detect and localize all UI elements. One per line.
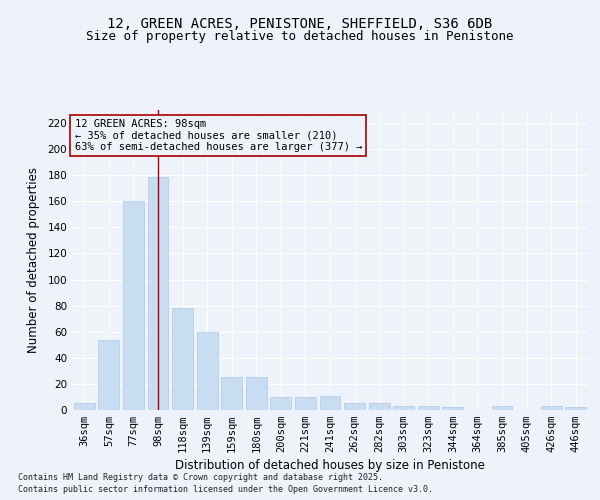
Bar (491, 406, 512, 410)
Text: Contains HM Land Registry data © Crown copyright and database right 2025.: Contains HM Land Registry data © Crown c… (18, 472, 383, 482)
Bar (393, 406, 414, 410)
Bar (123, 202, 144, 410)
Bar (74, 404, 95, 410)
Bar (197, 332, 218, 410)
Text: Contains public sector information licensed under the Open Government Licence v3: Contains public sector information licen… (18, 485, 433, 494)
X-axis label: Distribution of detached houses by size in Penistone: Distribution of detached houses by size … (175, 460, 485, 472)
Bar (344, 404, 365, 410)
Bar (541, 406, 562, 410)
Text: Size of property relative to detached houses in Penistone: Size of property relative to detached ho… (86, 30, 514, 43)
Bar (368, 404, 389, 410)
Bar (246, 378, 267, 410)
Bar (221, 378, 242, 410)
Bar (148, 176, 169, 410)
Text: 12, GREEN ACRES, PENISTONE, SHEFFIELD, S36 6DB: 12, GREEN ACRES, PENISTONE, SHEFFIELD, S… (107, 18, 493, 32)
Bar (442, 408, 463, 410)
Bar (271, 397, 292, 410)
Bar (172, 308, 193, 410)
Y-axis label: Number of detached properties: Number of detached properties (28, 167, 40, 353)
Text: 12 GREEN ACRES: 98sqm
← 35% of detached houses are smaller (210)
63% of semi-det: 12 GREEN ACRES: 98sqm ← 35% of detached … (74, 119, 362, 152)
Bar (295, 397, 316, 410)
Bar (418, 406, 439, 410)
Bar (565, 408, 586, 410)
Bar (98, 340, 119, 410)
Bar (320, 396, 340, 410)
